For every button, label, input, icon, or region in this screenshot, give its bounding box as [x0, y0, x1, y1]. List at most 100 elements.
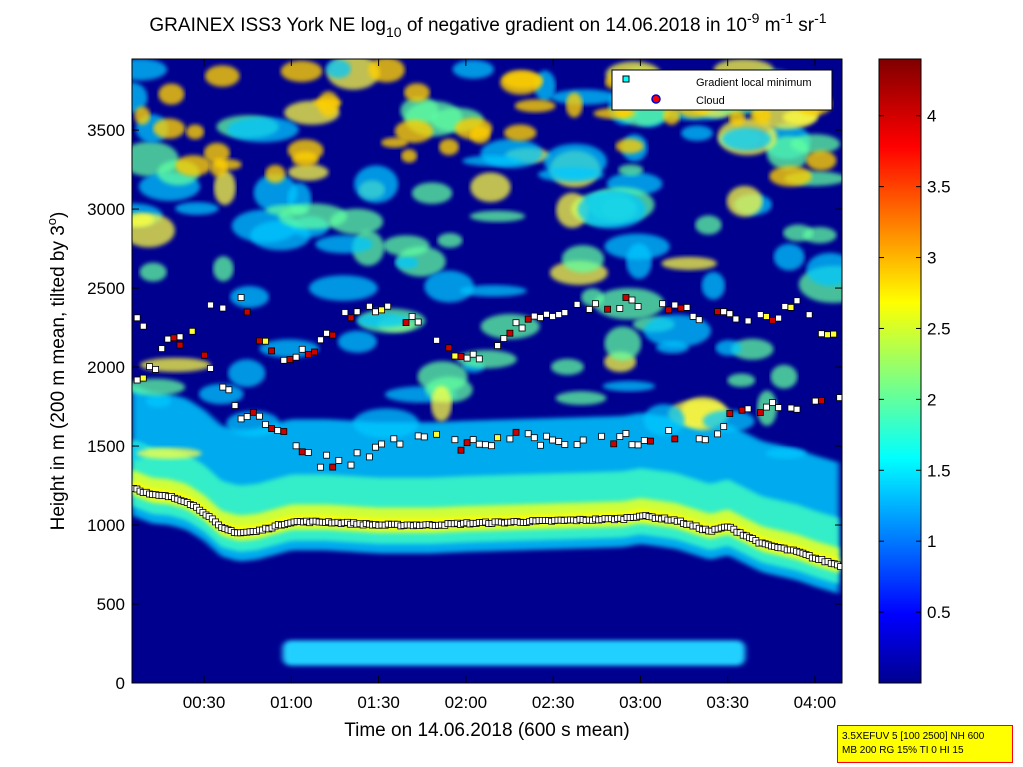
mid-minimum-marker	[701, 436, 709, 444]
aerosol-patch	[145, 395, 172, 408]
mid-minimum-marker	[714, 430, 721, 438]
mid-minimum-marker	[262, 420, 269, 428]
y-tick-label: 500	[97, 595, 125, 614]
upper-patch	[292, 151, 319, 167]
aerosol-patch	[315, 235, 373, 254]
mid-minimum-marker	[268, 425, 276, 433]
upper-minimum-marker	[506, 329, 514, 337]
upper-minimum-marker	[298, 345, 306, 353]
mid-minimum-marker	[317, 463, 324, 471]
aerosol-patch	[139, 262, 167, 282]
aerosol-patch	[765, 448, 807, 459]
aerosol-patch	[561, 245, 605, 273]
upper-patch	[204, 65, 240, 87]
upper-minimum-marker	[726, 310, 734, 318]
aerosol-patch	[175, 202, 219, 215]
upper-patch	[663, 106, 681, 125]
aerosol-patch	[715, 339, 742, 356]
aerosol-patch	[721, 127, 772, 151]
mid-minimum-marker	[475, 440, 483, 448]
upper-minimum-marker	[714, 308, 721, 316]
colorbar-tick-label: 1	[927, 532, 936, 551]
aerosol-patch	[773, 243, 805, 271]
upper-patch	[394, 119, 434, 143]
x-tick-label: 01:30	[357, 693, 400, 712]
upper-minimum-marker	[286, 356, 294, 363]
aerosol-patch	[395, 256, 419, 269]
upper-minimum-marker	[695, 316, 703, 324]
aerosol-patch	[132, 82, 148, 113]
upper-minimum-marker	[262, 337, 269, 345]
info-line-1: 3.5XEFUV 5 [100 2500] NH 600	[842, 731, 985, 742]
aerosol-patch	[136, 447, 202, 459]
mid-minimum-marker	[769, 399, 776, 406]
colorbar-tick-label: 0.5	[927, 603, 951, 622]
aerosol-patch	[695, 215, 722, 235]
mid-minimum-marker	[451, 436, 459, 444]
upper-minimum-marker	[463, 354, 471, 362]
aerosol-patch	[452, 59, 494, 79]
upper-minimum-marker	[133, 314, 141, 322]
upper-minimum-marker	[207, 301, 214, 309]
y-tick-label: 1000	[87, 516, 125, 535]
mid-minimum-marker	[280, 428, 288, 435]
mid-minimum-marker	[787, 404, 795, 412]
upper-patch	[401, 149, 418, 163]
x-tick-label: 02:00	[445, 693, 488, 712]
aerosol-patch	[701, 271, 726, 300]
upper-minimum-marker	[756, 311, 764, 319]
heatmap-field	[132, 59, 842, 666]
y-tick-label: 3000	[87, 200, 125, 219]
aerosol-patch	[537, 167, 605, 182]
upper-patch	[134, 106, 151, 125]
aerosol-patch	[680, 125, 713, 141]
colorbar-scale	[878, 58, 922, 684]
colorbar: 0.5 1 1.5 2 2.5 3 3.5 4	[878, 58, 951, 684]
upper-patch	[368, 59, 405, 83]
mid-minimum-marker	[744, 405, 752, 413]
aerosol-patch	[555, 391, 607, 406]
upper-patch	[769, 165, 812, 187]
upper-patch	[438, 138, 460, 156]
upper-minimum-marker	[512, 319, 520, 327]
mid-minimum-marker	[225, 386, 233, 394]
aerosol-patch	[604, 233, 670, 260]
upper-minimum-marker	[592, 300, 599, 308]
upper-patch	[750, 107, 772, 125]
mid-minimum-marker	[579, 436, 587, 444]
upper-minimum-marker	[518, 324, 526, 332]
aerosol-patch	[480, 138, 543, 168]
mid-minimum-marker	[775, 404, 782, 412]
mid-minimum-marker	[738, 406, 746, 414]
mid-minimum-marker	[610, 440, 618, 448]
upper-minimum-marker	[585, 305, 593, 313]
upper-minimum-marker	[280, 356, 288, 364]
mid-minimum-marker	[457, 446, 465, 454]
mid-minimum-marker	[756, 409, 764, 417]
upper-minimum-marker	[384, 302, 392, 310]
mid-minimum-marker	[414, 432, 422, 440]
aerosol-patch	[726, 185, 763, 217]
upper-minimum-marker	[793, 297, 801, 305]
mid-minimum-marker	[292, 442, 300, 450]
mid-minimum-marker	[158, 345, 166, 353]
upper-minimum-marker	[818, 330, 825, 338]
aerosol-patch	[353, 408, 419, 439]
mid-minimum-marker	[243, 413, 251, 421]
upper-minimum-marker	[176, 341, 184, 349]
mid-minimum-marker	[512, 428, 520, 436]
marker-layer	[132, 294, 842, 570]
mid-minimum-marker	[793, 405, 801, 413]
processing-info-box: 3.5XEFUV 5 [100 2500] NH 600 MB 200 RG 1…	[837, 725, 1013, 763]
aerosol-patch	[469, 210, 526, 222]
aerosol-patch	[132, 59, 167, 81]
aerosol-patch	[287, 164, 329, 181]
upper-minimum-marker	[683, 303, 691, 311]
upper-minimum-marker	[451, 352, 459, 360]
upper-patch	[806, 150, 837, 171]
y-tick-label: 1500	[87, 437, 125, 456]
aerosol-patch	[661, 256, 717, 271]
upper-patch	[615, 138, 644, 154]
x-tick-label: 01:00	[270, 693, 313, 712]
